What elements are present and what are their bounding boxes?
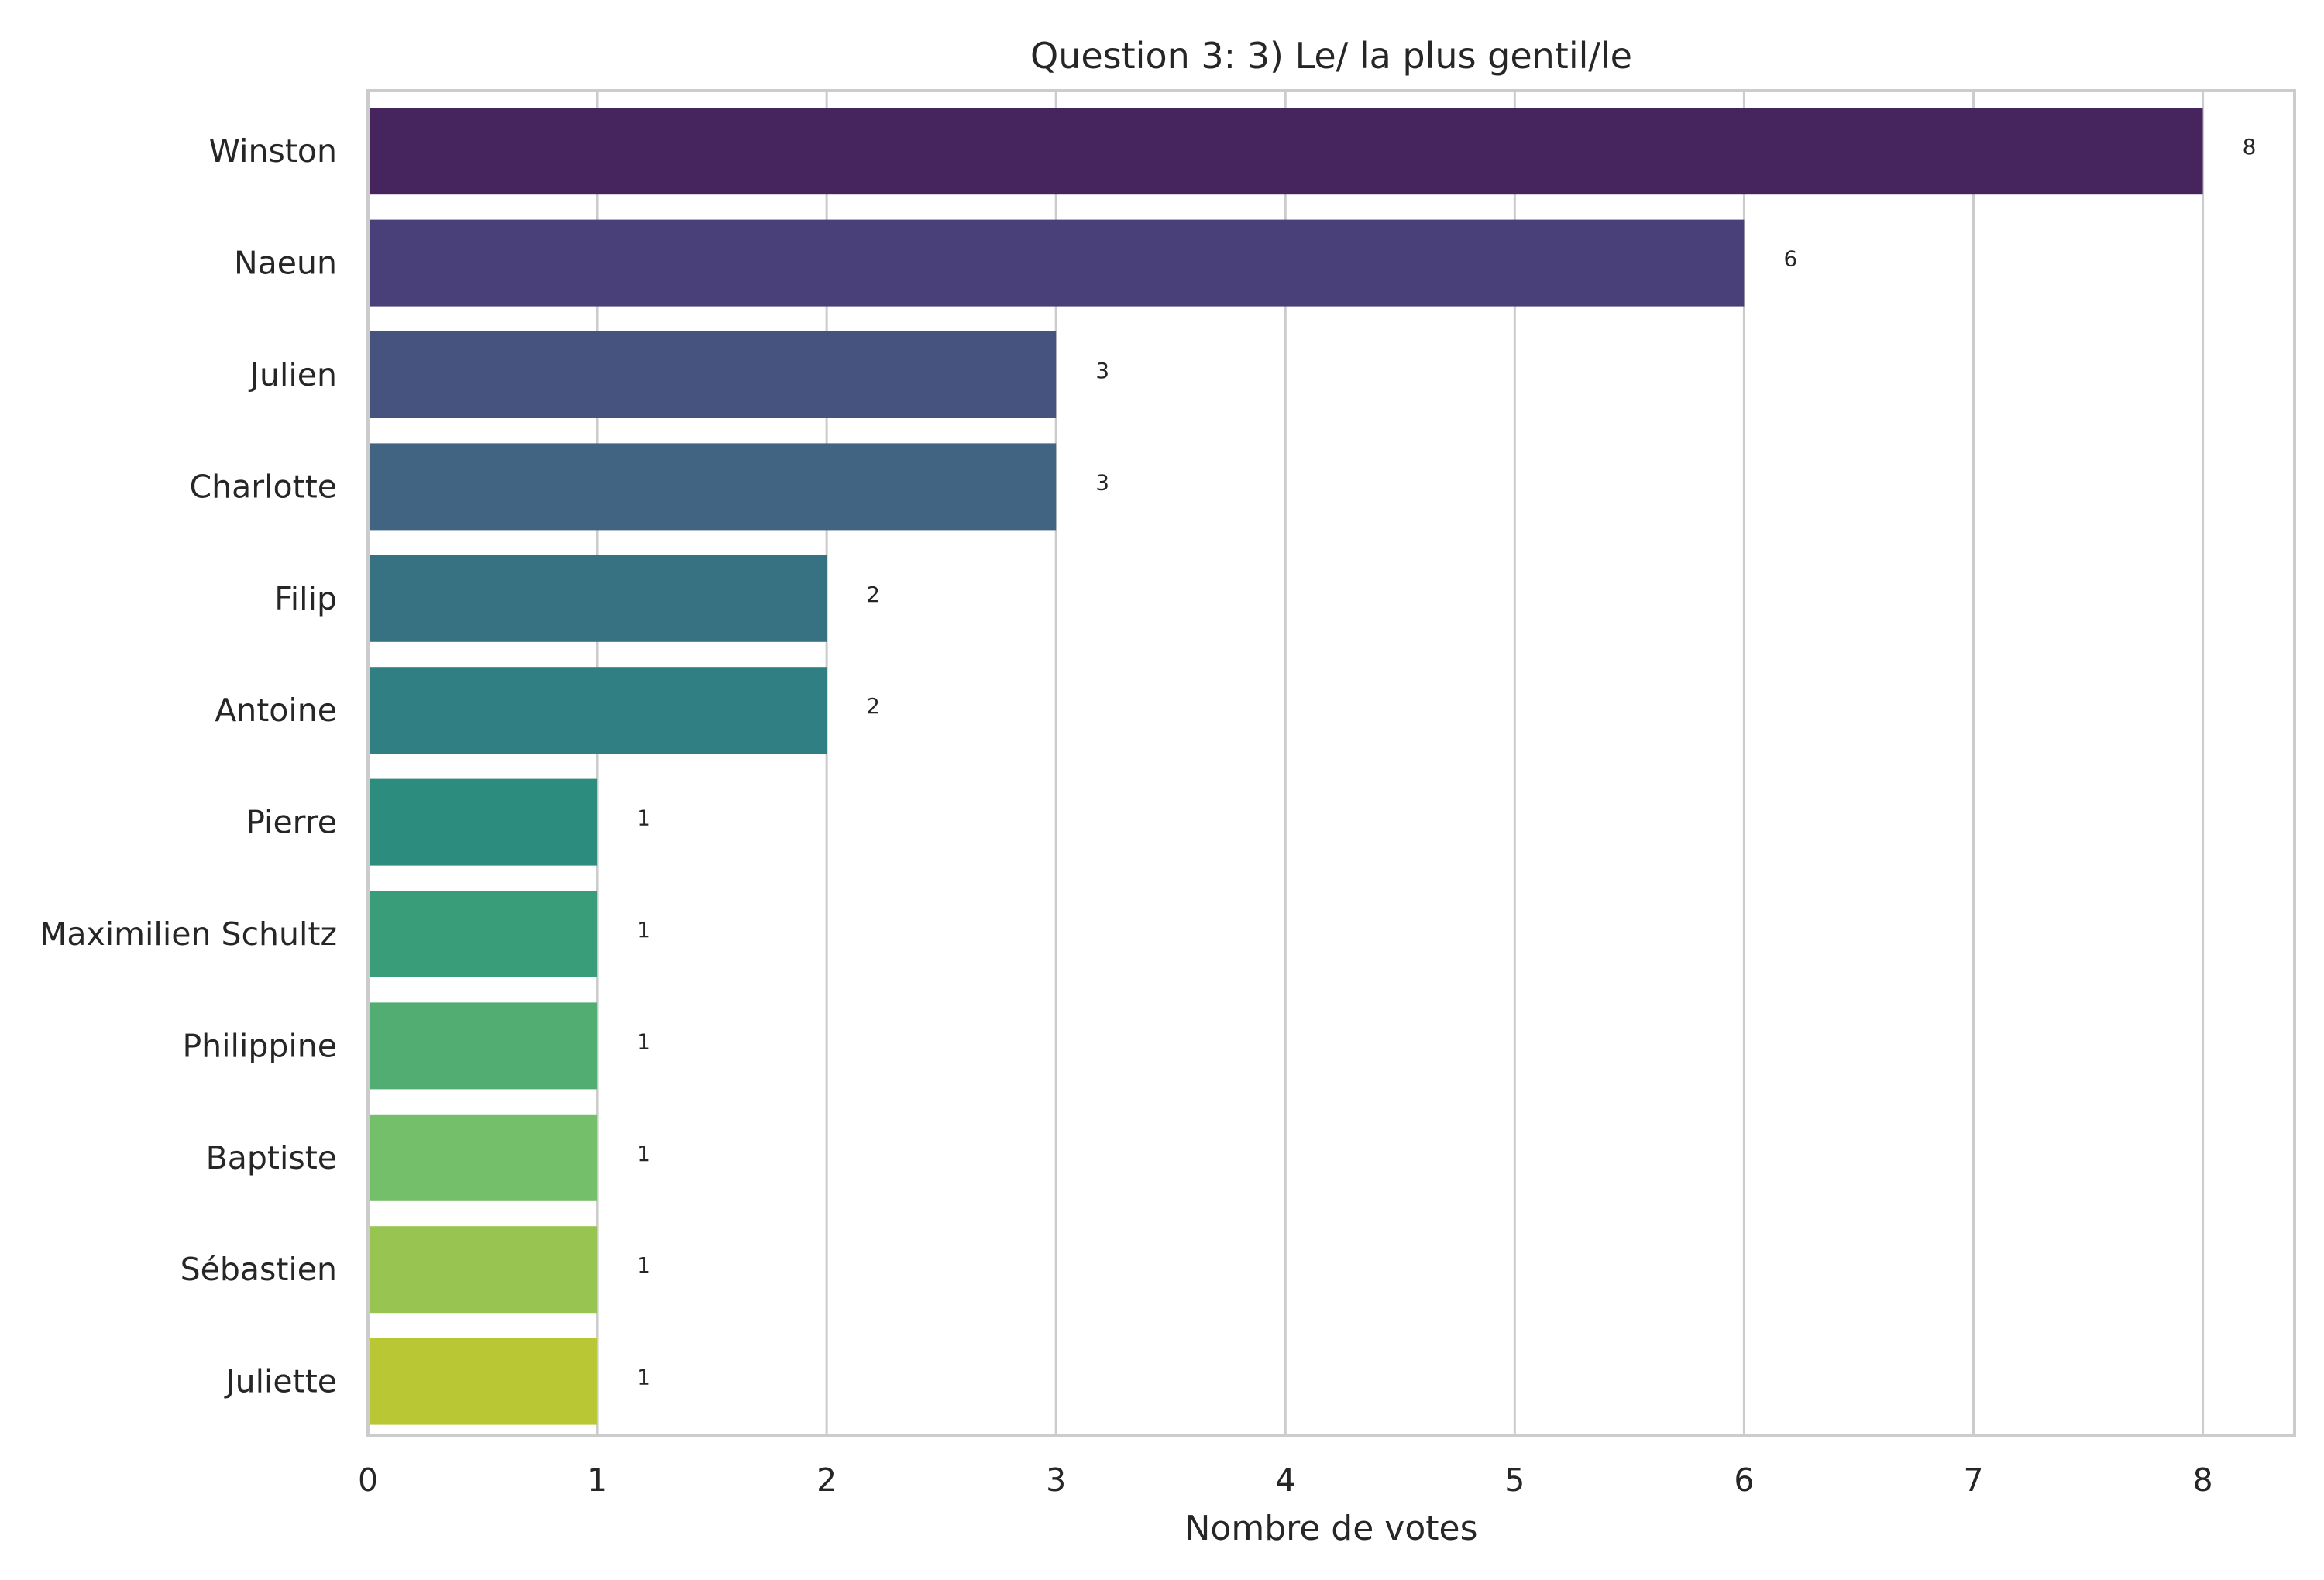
x-tick-label-6: 6 (1734, 1462, 1754, 1499)
bar-6 (368, 778, 598, 866)
bar-2 (368, 331, 1057, 418)
x-axis-ticks: 0 1 2 3 4 5 6 7 8 (358, 1462, 2213, 1499)
value-label-1: 6 (1784, 246, 1798, 272)
bar-8 (368, 1002, 598, 1090)
x-axis-label: Nombre de votes (1185, 1509, 1478, 1548)
x-tick-label-7: 7 (1963, 1462, 1983, 1499)
chart-title: Question 3: 3) Le/ la plus gentil/le (1030, 35, 1632, 77)
value-label-11: 1 (637, 1365, 651, 1390)
y-tick-label-9: Baptiste (206, 1139, 337, 1176)
bars (368, 108, 2203, 1425)
bar-7 (368, 891, 598, 977)
x-tick-label-4: 4 (1275, 1462, 1295, 1499)
plot-frame (366, 89, 2296, 1437)
y-tick-label-1: Naeun (234, 245, 337, 282)
y-tick-label-6: Pierre (246, 804, 337, 841)
bar-9 (368, 1114, 598, 1201)
bar-11 (368, 1338, 598, 1425)
value-label-5: 2 (866, 693, 880, 719)
bar-3 (368, 443, 1057, 531)
y-axis-ticks: Winston Naeun Julien Charlotte Filip Antoine P… (40, 132, 337, 1400)
y-tick-label-10: Sébastien (180, 1251, 337, 1288)
bar-4 (368, 555, 827, 642)
y-tick-label-0: Winston (208, 132, 337, 170)
bar-1 (368, 219, 1745, 307)
y-tick-label-3: Charlotte (190, 468, 337, 505)
x-tick-label-3: 3 (1046, 1462, 1066, 1499)
x-tick-label-1: 1 (587, 1462, 607, 1499)
y-tick-label-8: Philippine (182, 1027, 337, 1064)
x-tick-label-8: 8 (2193, 1462, 2213, 1499)
x-tick-label-2: 2 (816, 1462, 837, 1499)
value-label-4: 2 (866, 582, 880, 607)
value-label-3: 3 (1095, 469, 1109, 495)
y-tick-label-5: Antoine (215, 692, 337, 729)
x-tick-label-0: 0 (358, 1462, 378, 1499)
y-tick-label-2: Julien (248, 356, 337, 393)
y-tick-label-11: Juliette (224, 1363, 337, 1400)
y-tick-label-4: Filip (274, 580, 337, 617)
value-label-7: 1 (637, 917, 651, 943)
y-tick-label-7: Maximilien Schultz (40, 915, 337, 953)
bar-10 (368, 1226, 598, 1314)
value-label-2: 3 (1095, 358, 1109, 383)
bar-0 (368, 108, 2203, 195)
value-label-0: 8 (2243, 134, 2257, 160)
x-tick-label-5: 5 (1504, 1462, 1525, 1499)
grid-lines (366, 91, 2205, 1435)
value-labels: 8 6 3 3 2 2 1 1 1 1 1 1 (637, 134, 2256, 1389)
bar-5 (368, 667, 827, 754)
value-label-6: 1 (637, 805, 651, 831)
value-label-10: 1 (637, 1252, 651, 1278)
value-label-9: 1 (637, 1141, 651, 1166)
value-label-8: 1 (637, 1029, 651, 1054)
